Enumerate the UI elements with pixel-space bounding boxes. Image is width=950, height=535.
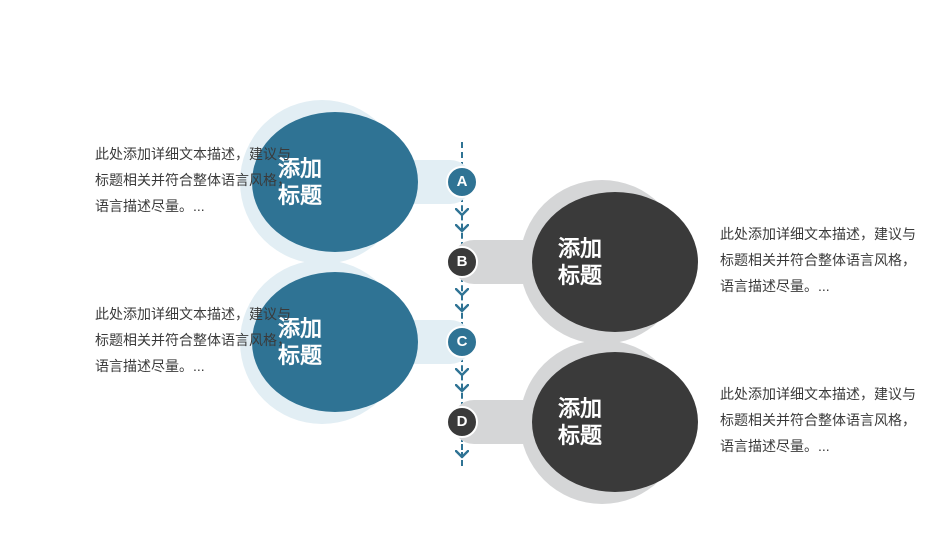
timeline-segment [461, 276, 463, 328]
infographic-canvas: { "layout": { "width": 950, "height": 53… [0, 0, 950, 535]
node-title-line2: 标题 [558, 422, 698, 450]
node-title-line1: 添加 [558, 395, 698, 423]
node-circle-d: 添加 标题 [532, 352, 698, 492]
node-circle-b: 添加 标题 [532, 192, 698, 332]
node-title-line2: 标题 [278, 182, 418, 210]
node-title-line1: 添加 [558, 235, 698, 263]
badge-c: C [446, 326, 478, 358]
timeline-segment [461, 356, 463, 408]
node-title-line2: 标题 [278, 342, 418, 370]
node-title-line1: 添加 [278, 155, 418, 183]
badge-b: B [446, 246, 478, 278]
badge-d: D [446, 406, 478, 438]
desc-a: 此处添加详细文本描述，建议与标题相关并符合整体语言风格，语言描述尽量。... [95, 142, 295, 220]
desc-c: 此处添加详细文本描述，建议与标题相关并符合整体语言风格，语言描述尽量。... [95, 302, 295, 380]
node-title-line1: 添加 [278, 315, 418, 343]
timeline-segment [461, 196, 463, 248]
desc-d: 此处添加详细文本描述，建议与标题相关并符合整体语言风格，语言描述尽量。... [720, 382, 920, 460]
node-title-line2: 标题 [558, 262, 698, 290]
desc-b: 此处添加详细文本描述，建议与标题相关并符合整体语言风格，语言描述尽量。... [720, 222, 920, 300]
badge-a: A [446, 166, 478, 198]
